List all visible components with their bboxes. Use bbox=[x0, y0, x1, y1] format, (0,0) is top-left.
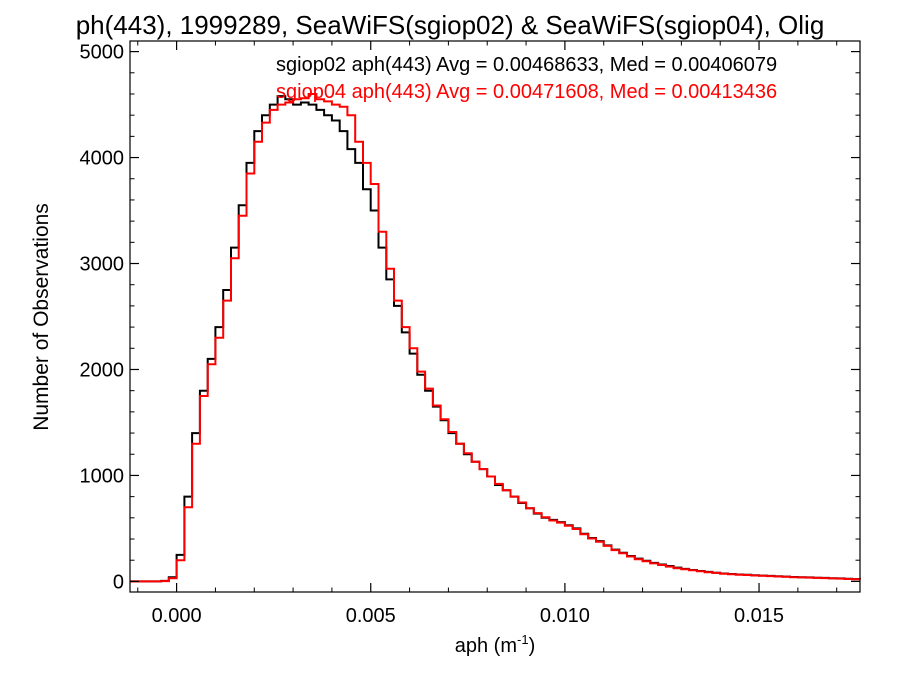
y-axis-label: Number of Observations bbox=[30, 203, 53, 431]
x-tick-label: 0.010 bbox=[540, 605, 590, 627]
x-tick-label: 0.015 bbox=[734, 605, 784, 627]
y-tick-label: 5000 bbox=[80, 42, 125, 64]
series-line-sgiop04 bbox=[130, 93, 861, 583]
x-axis-label-superscript: -1 bbox=[517, 632, 529, 647]
y-tick-label: 0 bbox=[113, 571, 124, 593]
x-axis-label-end: ) bbox=[529, 635, 536, 657]
plot-frame bbox=[129, 40, 861, 593]
chart-title: ph(443), 1999289, SeaWiFS(sgiop02) & Sea… bbox=[76, 10, 825, 40]
annotation-sgiop02: sgiop02 aph(443) Avg = 0.00468633, Med =… bbox=[276, 54, 777, 76]
annotation-sgiop04: sgiop04 aph(443) Avg = 0.00471608, Med =… bbox=[276, 81, 777, 103]
series-line-sgiop02 bbox=[130, 95, 861, 583]
x-axis-label-base: aph (m bbox=[455, 635, 517, 657]
y-tick-label: 2000 bbox=[80, 359, 125, 381]
axes-layer: 0.000 0.005 0.010 0.015 0 1000 2000 3000 4000 500… bbox=[80, 41, 860, 627]
y-tick-label: 1000 bbox=[80, 465, 125, 487]
y-tick-label: 4000 bbox=[80, 148, 125, 170]
annotation-layer: sgiop02 aph(443) Avg = 0.00468633, Med =… bbox=[276, 54, 777, 103]
series-layer bbox=[130, 93, 861, 583]
y-tick-label: 3000 bbox=[80, 254, 125, 276]
x-tick-label: 0.005 bbox=[346, 605, 396, 627]
x-axis-label: aph (m-1) bbox=[455, 632, 535, 657]
x-tick-label: 0.000 bbox=[152, 605, 202, 627]
